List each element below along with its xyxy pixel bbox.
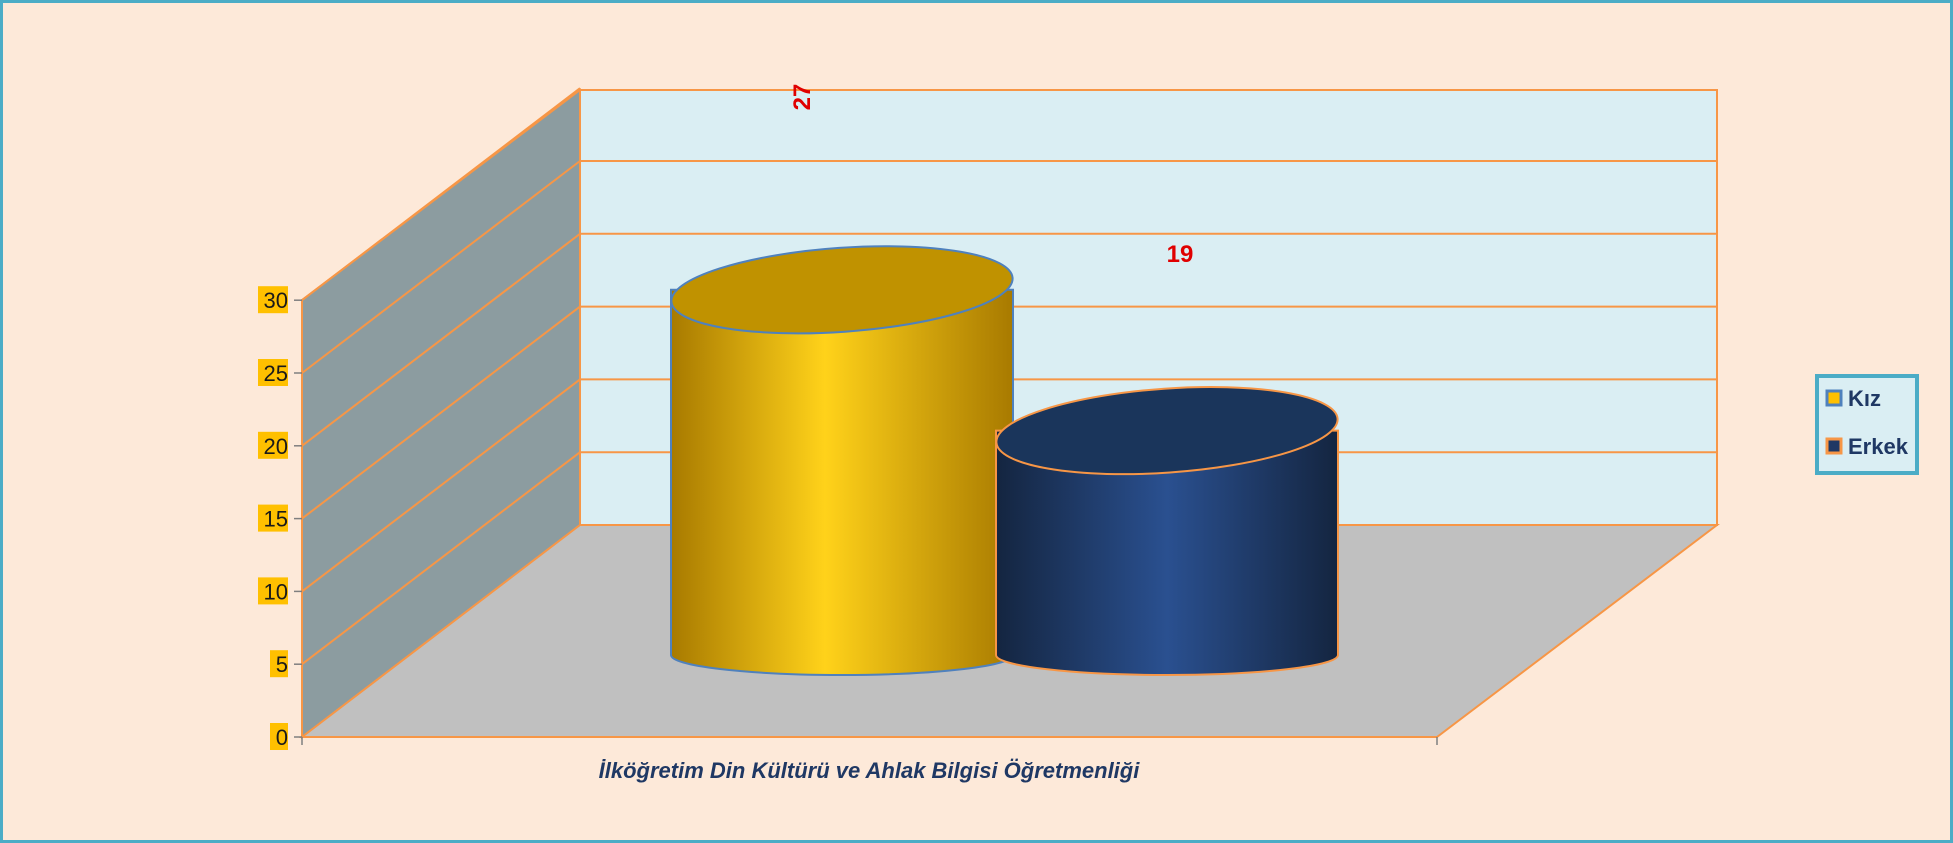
y-tick-highlight (258, 286, 288, 314)
y-tick-label: 10 (264, 579, 288, 604)
y-tick-label: 5 (276, 652, 288, 677)
y-axis-ticks: 0 5 10 15 20 25 30 (258, 286, 302, 750)
y-tick-highlight (258, 359, 288, 386)
y-tick-highlight (270, 650, 288, 678)
cylinder-body (670, 288, 1014, 676)
y-tick-label: 30 (264, 288, 288, 313)
y-tick-label: 15 (264, 507, 288, 532)
legend-swatch-erkek (1825, 437, 1843, 455)
gridline-side (301, 87, 581, 301)
bars: 27 19 (670, 84, 1339, 676)
y-tick-label: 25 (264, 361, 288, 386)
gridlines (301, 87, 1717, 665)
bar-kiz: 27 (670, 84, 1014, 676)
x-category-label: İlköğretim Din Kültürü ve Ahlak Bilgisi … (599, 758, 1141, 783)
y-tick-highlight (258, 431, 288, 459)
bar-erkek: 19 (995, 241, 1339, 676)
cylinder-top (995, 386, 1339, 476)
gridline-side (301, 378, 581, 593)
data-label: 19 (1167, 241, 1194, 268)
y-tick-label: 0 (276, 725, 288, 750)
gridline-side (301, 305, 581, 520)
y-tick-highlight (258, 504, 288, 532)
cylinder-top (670, 245, 1014, 335)
y-tick-label: 20 (264, 434, 288, 459)
legend-label-erkek: Erkek (1848, 434, 1909, 459)
legend-swatch-kiz (1825, 389, 1843, 407)
y-tick-highlight (270, 723, 288, 750)
data-label: 27 (789, 84, 816, 111)
cylinder-body (995, 429, 1339, 676)
gridline-side (301, 233, 581, 447)
gridline-side (301, 160, 581, 374)
y-tick-highlight (258, 577, 288, 605)
gridline-side (301, 451, 581, 665)
legend-label-kiz: Kız (1848, 386, 1881, 411)
legend: Kız Erkek (1815, 374, 1919, 475)
